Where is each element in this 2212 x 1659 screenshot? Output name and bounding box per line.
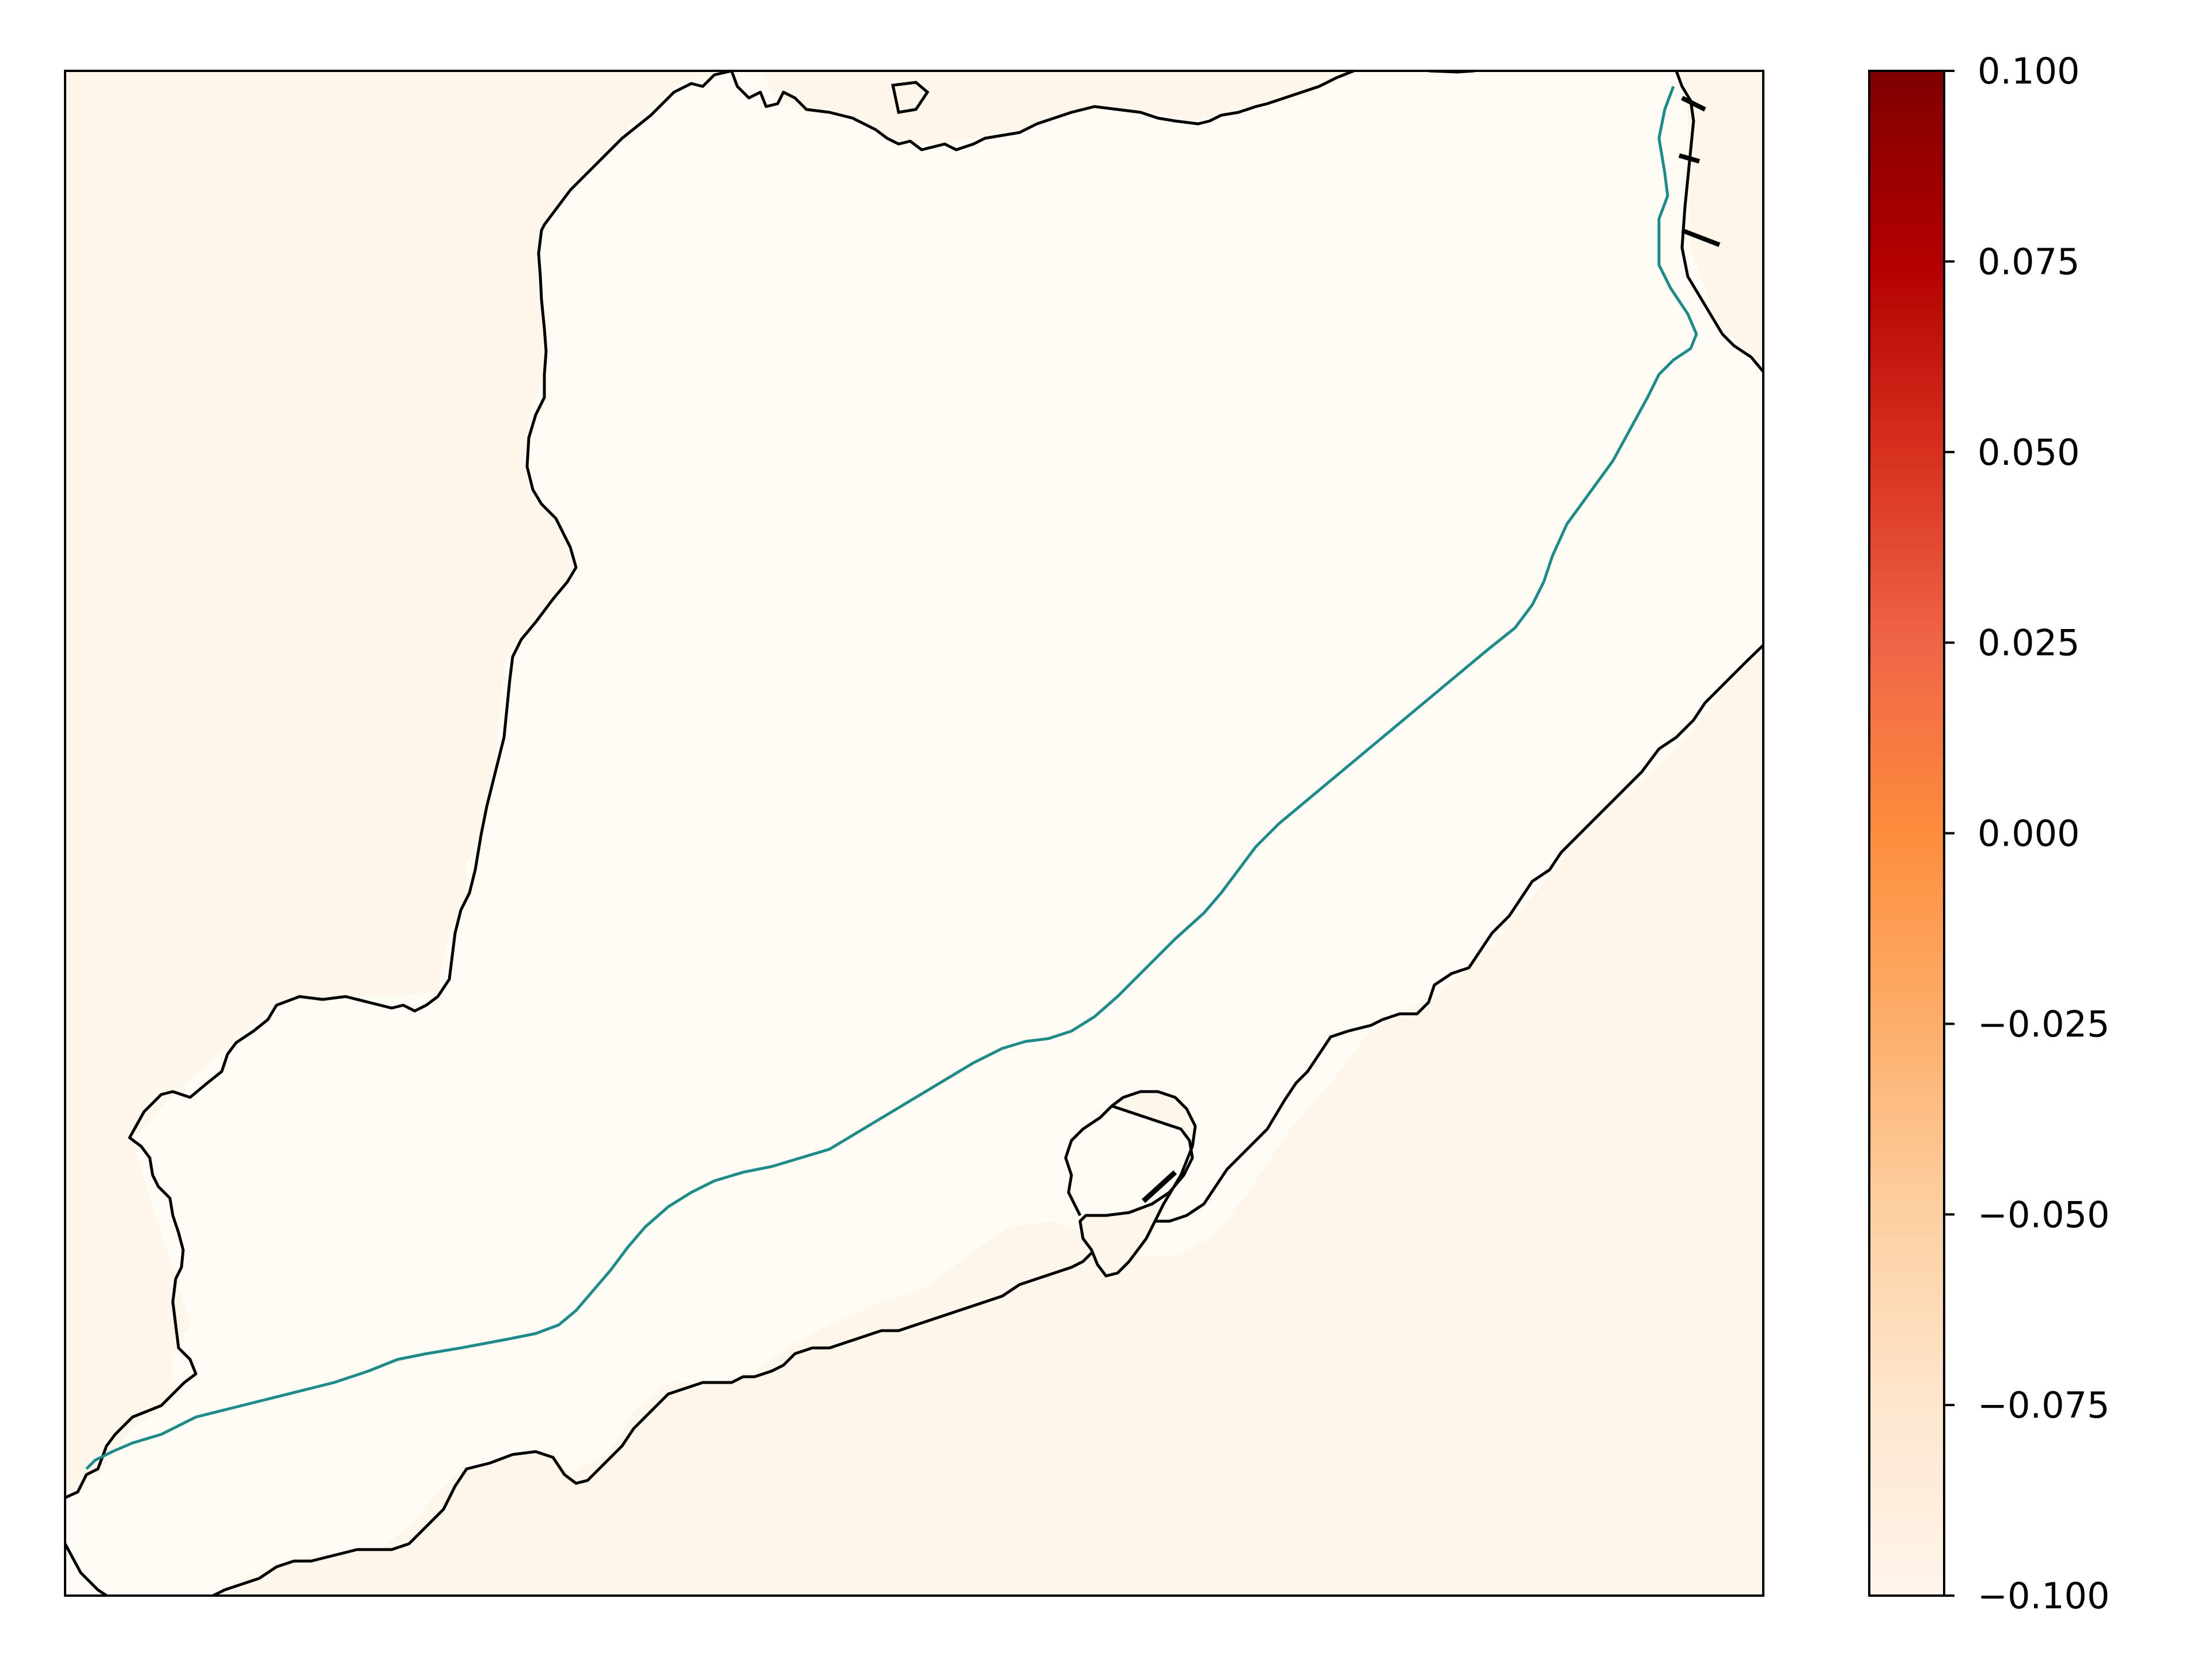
colorbar-tick-label: −0.075 <box>1978 1384 2109 1426</box>
colorbar-tick-label: 0.100 <box>1978 50 2080 92</box>
island-pier <box>1141 1170 1177 1203</box>
colorbar-tick-label: 0.075 <box>1978 241 2080 283</box>
colorbar-gradient <box>1868 70 1945 1597</box>
colorbar-ticks: 0.100 0.075 0.050 0.025 0.000 −0.025 −0.050 −0.… <box>1944 50 2109 1617</box>
colorbar: 0.100 0.075 0.050 0.025 0.000 −0.025 −0.050 −0.… <box>1868 50 2109 1617</box>
pier-outline <box>891 81 930 114</box>
colorbar-tick-label: −0.050 <box>1978 1194 2109 1236</box>
colorbar-tick-label: 0.000 <box>1978 813 2080 855</box>
map-panel <box>64 70 1764 1597</box>
water-body <box>65 71 1763 1596</box>
colorbar-tick-label: −0.100 <box>1978 1575 2109 1617</box>
island-outline <box>1078 1090 1197 1278</box>
pier-east-3 <box>1681 228 1721 247</box>
colorbar-tick-label: 0.025 <box>1978 622 2080 664</box>
coastline-south-west-corner <box>65 1543 108 1596</box>
route-line <box>85 86 1698 1470</box>
pier-east-1 <box>1681 96 1706 112</box>
colorbar-tick-label: 0.050 <box>1978 431 2080 474</box>
coastline-south-east <box>212 644 1763 1596</box>
island-west-edge <box>1064 1105 1113 1217</box>
colorbar-tick-label: −0.025 <box>1978 1003 2109 1045</box>
pier-east-2 <box>1678 153 1700 164</box>
map-frame <box>64 70 1764 1597</box>
